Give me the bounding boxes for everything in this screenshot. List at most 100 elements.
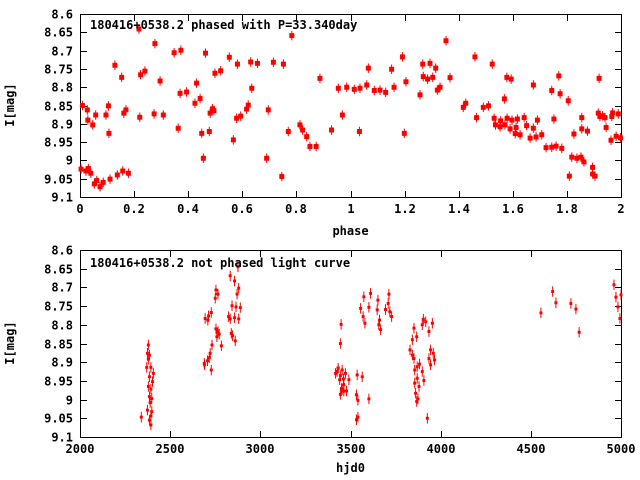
x-tick-label: 0.6 — [231, 202, 253, 216]
data-point — [421, 317, 425, 321]
data-point — [342, 383, 346, 387]
data-point — [375, 308, 379, 312]
data-point — [408, 348, 412, 352]
data-point — [210, 343, 214, 347]
data-point — [234, 61, 240, 67]
data-point — [425, 416, 429, 420]
x-tick-label: 2 — [617, 202, 624, 216]
data-point — [417, 385, 421, 389]
x-tick-label: 1.8 — [556, 202, 578, 216]
data-point — [577, 330, 581, 334]
data-point — [584, 128, 590, 134]
data-point — [521, 115, 527, 121]
data-point — [610, 110, 616, 116]
data-point — [383, 89, 389, 95]
data-point — [413, 368, 417, 372]
light-curve-plot-title: 180416+0538.2 not phased light curve — [90, 256, 351, 270]
data-point — [551, 116, 557, 122]
data-point — [480, 104, 486, 110]
data-point — [148, 401, 152, 405]
data-point — [214, 327, 218, 331]
light-curve-xaxis-label: hjd0 — [336, 461, 365, 475]
data-point — [424, 320, 428, 324]
data-point — [208, 351, 212, 355]
data-point — [508, 76, 514, 82]
data-point — [347, 378, 351, 382]
data-point — [359, 306, 363, 310]
data-point — [524, 123, 530, 129]
data-point — [543, 145, 549, 151]
y-tick-label: 8.65 — [44, 26, 73, 40]
data-point — [138, 72, 144, 78]
data-point — [378, 318, 382, 322]
data-point — [430, 321, 434, 325]
data-point — [175, 125, 181, 131]
data-point — [612, 283, 616, 287]
data-point — [447, 75, 453, 81]
data-point — [150, 410, 154, 414]
data-point — [218, 68, 224, 74]
data-point — [197, 96, 203, 102]
data-point — [344, 84, 350, 90]
data-point — [504, 115, 510, 121]
data-point — [399, 54, 405, 60]
data-point — [533, 134, 539, 140]
data-point — [219, 344, 223, 348]
data-point — [270, 59, 276, 65]
data-point — [146, 385, 150, 389]
data-point — [157, 78, 163, 84]
data-point — [206, 128, 212, 134]
data-point — [233, 279, 237, 283]
y-tick-label: 8.95 — [44, 375, 73, 389]
data-point — [365, 65, 371, 71]
data-point — [415, 376, 419, 380]
data-point — [417, 92, 423, 98]
data-point — [425, 76, 431, 82]
x-tick-label: 5000 — [607, 442, 636, 456]
x-tick-label: 0.8 — [285, 202, 307, 216]
data-point — [233, 316, 237, 320]
data-point — [556, 73, 562, 79]
y-tick-label: 8.7 — [51, 281, 73, 295]
data-point — [313, 143, 319, 149]
data-point — [212, 70, 218, 76]
data-point — [150, 380, 154, 384]
data-point — [356, 398, 360, 402]
data-point — [509, 117, 515, 123]
y-tick-label: 9.1 — [51, 191, 73, 205]
data-point — [420, 61, 426, 67]
data-point — [497, 124, 503, 130]
data-point — [177, 90, 183, 96]
data-point — [513, 124, 519, 130]
x-tick-label: 3500 — [337, 442, 366, 456]
data-point — [338, 342, 342, 345]
data-point — [203, 50, 209, 56]
data-point — [379, 328, 383, 332]
data-point — [342, 389, 346, 393]
data-point — [534, 117, 540, 123]
data-point — [367, 305, 371, 309]
data-point — [554, 301, 558, 305]
data-point — [192, 100, 198, 106]
data-point — [216, 292, 220, 296]
data-point — [93, 112, 99, 118]
data-point — [139, 415, 143, 419]
y-tick-label: 8.85 — [44, 338, 73, 352]
y-tick-label: 8.6 — [51, 8, 73, 22]
data-point — [602, 115, 608, 121]
data-point — [103, 112, 109, 118]
data-point — [539, 132, 545, 138]
data-point — [354, 393, 358, 397]
data-point — [123, 107, 129, 113]
data-point — [491, 115, 497, 121]
data-point — [200, 155, 206, 161]
data-point — [614, 295, 618, 299]
x-tick-label: 0.4 — [177, 202, 199, 216]
data-point — [377, 87, 383, 93]
data-point — [386, 301, 390, 305]
x-tick-label: 2500 — [156, 442, 185, 456]
data-point — [360, 375, 364, 379]
data-point — [147, 375, 151, 379]
data-point — [608, 137, 614, 143]
data-point — [343, 371, 347, 375]
